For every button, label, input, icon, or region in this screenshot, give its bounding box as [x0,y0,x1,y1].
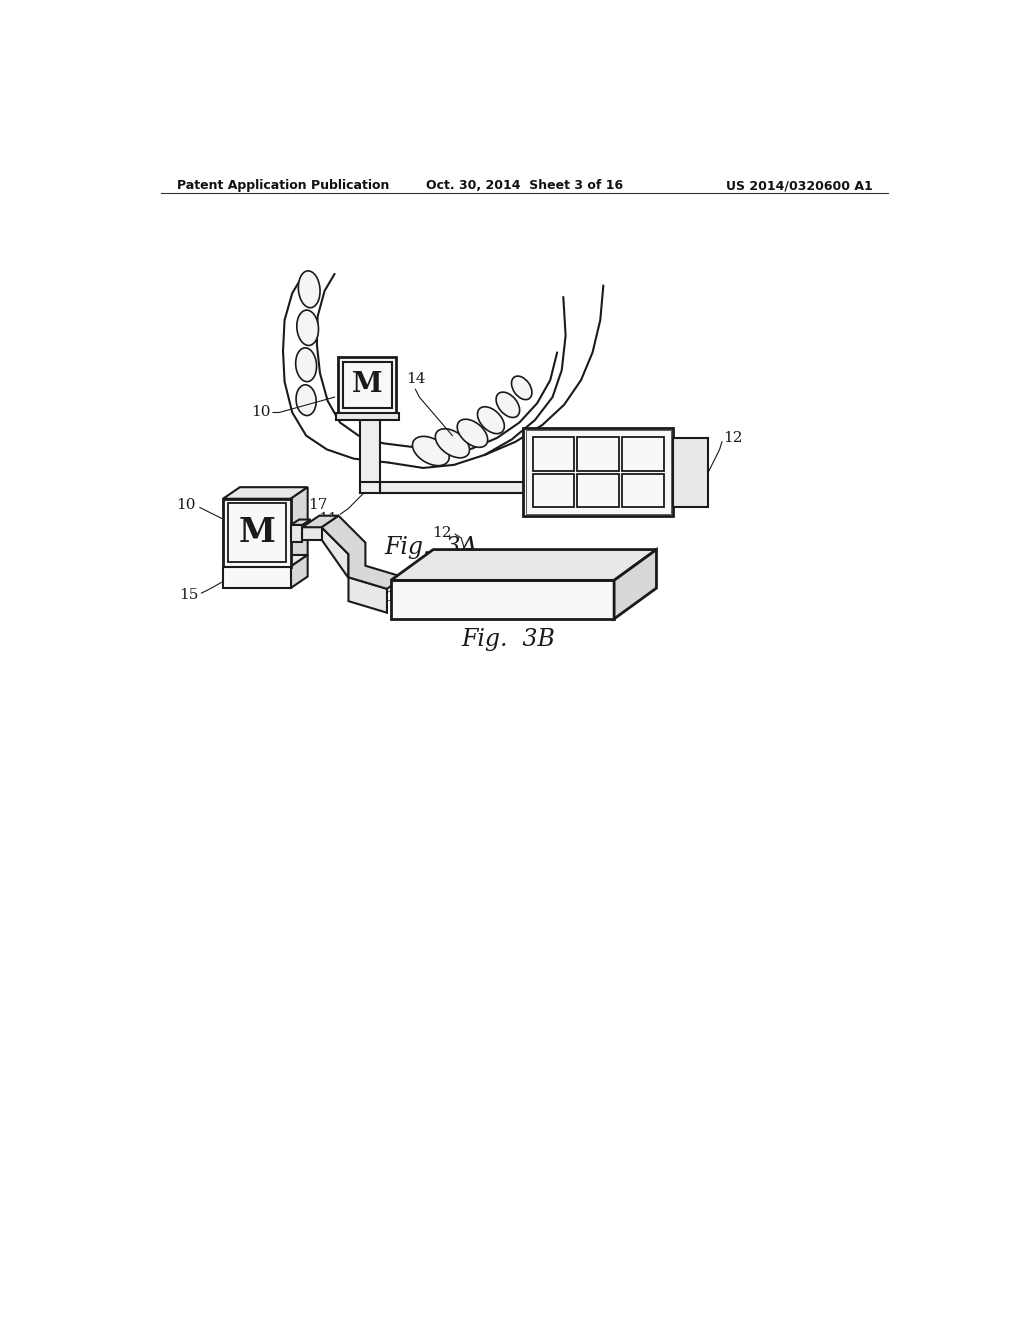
Text: 11: 11 [318,512,338,525]
Bar [343,362,391,408]
Polygon shape [391,549,656,581]
Ellipse shape [296,385,316,416]
Text: Fig.  3B: Fig. 3B [461,628,555,651]
Polygon shape [291,487,307,566]
Ellipse shape [296,348,316,381]
Polygon shape [322,527,387,612]
Ellipse shape [512,376,531,400]
Ellipse shape [297,310,318,346]
Ellipse shape [435,429,470,458]
Bar [223,566,291,589]
Text: 12: 12 [724,430,743,445]
Bar [532,474,574,507]
Text: M: M [352,371,383,399]
Polygon shape [291,554,307,589]
Text: 14: 14 [406,371,425,385]
Ellipse shape [413,437,450,466]
Bar [359,482,380,494]
Bar [339,358,396,412]
Text: 11: 11 [385,590,404,605]
Text: 10: 10 [251,405,270,420]
Text: M: M [239,516,275,549]
Text: Oct. 30, 2014  Sheet 3 of 16: Oct. 30, 2014 Sheet 3 of 16 [426,180,624,193]
Bar [227,503,286,562]
Polygon shape [614,549,656,619]
Bar [674,438,708,507]
Bar [578,474,620,507]
Text: 17: 17 [308,498,328,512]
Bar [391,581,614,619]
Polygon shape [302,527,322,540]
Polygon shape [302,516,339,527]
Text: 12: 12 [432,525,452,540]
Bar [523,428,674,516]
Polygon shape [223,554,307,566]
Text: US 2014/0320600 A1: US 2014/0320600 A1 [726,180,872,193]
Text: 15: 15 [179,589,199,602]
Ellipse shape [457,420,487,447]
Text: 10: 10 [176,498,196,512]
Bar [623,437,665,471]
Bar [223,499,291,566]
Text: Patent Application Publication: Patent Application Publication [177,180,389,193]
Ellipse shape [477,407,505,434]
Text: Fig.  3A: Fig. 3A [384,536,477,558]
Polygon shape [291,520,310,525]
Ellipse shape [298,271,321,308]
Bar [578,437,620,471]
Polygon shape [223,487,307,499]
Bar [291,525,302,543]
Bar [359,420,380,490]
Bar [336,412,398,420]
Ellipse shape [496,392,519,417]
Bar [525,430,671,515]
Polygon shape [322,516,403,589]
Bar [359,482,523,494]
Bar [532,437,574,471]
Bar [623,474,665,507]
